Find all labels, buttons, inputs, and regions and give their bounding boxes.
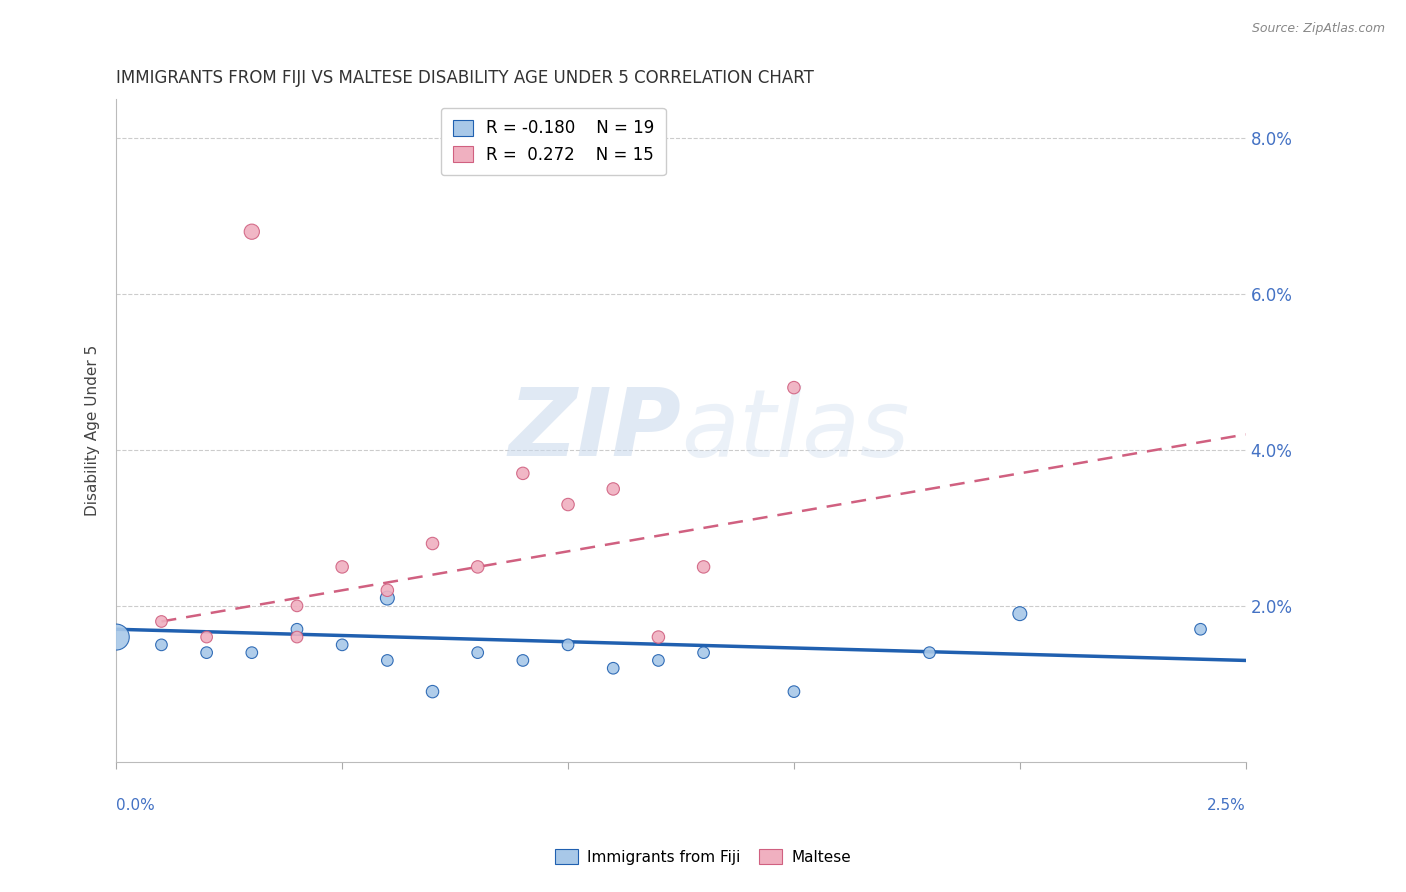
Point xyxy=(602,661,624,675)
Point xyxy=(692,560,714,574)
Point xyxy=(422,536,444,550)
Point xyxy=(240,225,263,239)
Point xyxy=(783,684,806,698)
Point xyxy=(285,630,308,644)
Text: 0.0%: 0.0% xyxy=(117,798,155,814)
Point xyxy=(918,646,941,660)
Legend: Immigrants from Fiji, Maltese: Immigrants from Fiji, Maltese xyxy=(550,843,856,871)
Text: IMMIGRANTS FROM FIJI VS MALTESE DISABILITY AGE UNDER 5 CORRELATION CHART: IMMIGRANTS FROM FIJI VS MALTESE DISABILI… xyxy=(117,69,814,87)
Point xyxy=(647,653,669,667)
Point xyxy=(422,684,444,698)
Y-axis label: Disability Age Under 5: Disability Age Under 5 xyxy=(86,345,100,516)
Point xyxy=(195,630,218,644)
Point xyxy=(512,467,534,481)
Point xyxy=(557,638,579,652)
Point xyxy=(330,560,353,574)
Point xyxy=(240,646,263,660)
Point xyxy=(375,653,398,667)
Point xyxy=(783,381,806,395)
Point xyxy=(105,630,128,644)
Point xyxy=(467,646,489,660)
Point xyxy=(647,630,669,644)
Point xyxy=(1189,622,1212,636)
Point xyxy=(150,638,173,652)
Legend: R = -0.180    N = 19, R =  0.272    N = 15: R = -0.180 N = 19, R = 0.272 N = 15 xyxy=(441,108,666,175)
Point xyxy=(375,591,398,605)
Text: 2.5%: 2.5% xyxy=(1206,798,1246,814)
Point xyxy=(285,622,308,636)
Point xyxy=(375,583,398,598)
Point xyxy=(1008,607,1031,621)
Point xyxy=(467,560,489,574)
Point xyxy=(195,646,218,660)
Text: atlas: atlas xyxy=(681,385,910,476)
Point xyxy=(150,615,173,629)
Point xyxy=(285,599,308,613)
Text: Source: ZipAtlas.com: Source: ZipAtlas.com xyxy=(1251,22,1385,36)
Point xyxy=(557,498,579,512)
Text: ZIP: ZIP xyxy=(508,384,681,476)
Point xyxy=(512,653,534,667)
Point xyxy=(330,638,353,652)
Point xyxy=(692,646,714,660)
Point xyxy=(602,482,624,496)
